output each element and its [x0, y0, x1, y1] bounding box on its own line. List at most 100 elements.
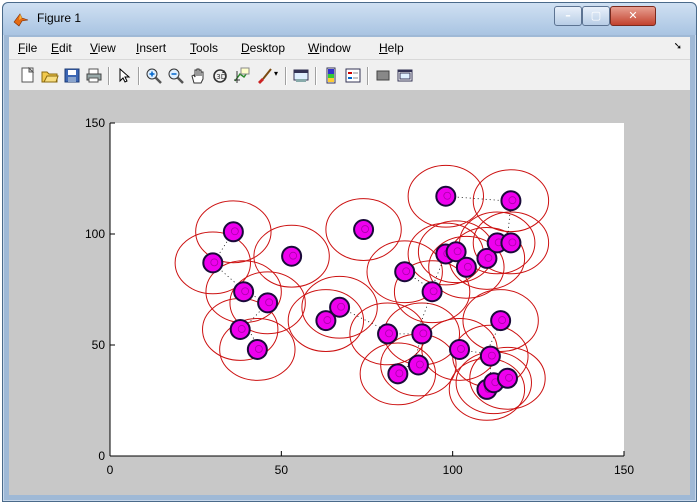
sensor-node: [455, 256, 477, 278]
figure-toolbar: 3D ▾: [9, 59, 690, 91]
brush-icon[interactable]: [255, 67, 273, 84]
sensor-node-inner: [265, 298, 274, 307]
sensor-node: [202, 252, 224, 274]
coverage-ring: [472, 211, 550, 275]
sensor-node-inner: [395, 369, 404, 378]
sensor-node-inner: [323, 316, 332, 324]
sensor-node: [394, 261, 416, 283]
sensor-node-inner: [505, 373, 513, 382]
menu-window[interactable]: Window: [308, 41, 351, 55]
sensor-node-inner: [361, 225, 369, 233]
y-tick-label: 150: [85, 116, 105, 130]
menu-tools[interactable]: Tools: [190, 41, 219, 55]
sensor-node: [500, 190, 522, 212]
coverage-ring: [469, 346, 546, 410]
maximize-button[interactable]: ▢: [582, 6, 610, 26]
sensor-node-inner: [508, 196, 517, 205]
sensor-node: [407, 354, 429, 376]
link-arrow: [445, 195, 505, 202]
legend-icon[interactable]: [344, 67, 362, 84]
axis-ticks: 0 50 100 150 0 50 100 150: [85, 116, 634, 477]
sensor-node: [233, 281, 255, 303]
coverage-ring: [253, 224, 330, 288]
brush-dropdown-icon[interactable]: ▾: [274, 69, 279, 78]
sensor-node: [353, 219, 375, 241]
coverage-ring: [472, 169, 550, 233]
toolbar-separator: [285, 67, 287, 85]
sensor-node: [281, 245, 303, 267]
sensor-node-inner: [241, 287, 250, 296]
sensor-node: [387, 363, 409, 385]
colorbar-icon[interactable]: [322, 67, 340, 84]
close-button[interactable]: ✕: [610, 6, 656, 26]
sensor-node: [496, 367, 518, 389]
rotate-3d-icon[interactable]: 3D: [211, 67, 229, 84]
sensor-node: [377, 323, 399, 345]
toolbar-separator: [367, 67, 369, 85]
x-tick-label: 0: [107, 463, 114, 477]
sensor-node: [449, 338, 471, 360]
print-icon[interactable]: [85, 67, 103, 84]
coverage-ring: [219, 318, 296, 381]
open-file-icon[interactable]: [41, 67, 59, 84]
dock-figure-icon[interactable]: ➘: [673, 41, 682, 52]
y-tick-label: 100: [85, 227, 105, 241]
menu-desktop[interactable]: Desktop: [241, 41, 286, 55]
save-icon[interactable]: [63, 67, 81, 84]
title-bar[interactable]: Figure 1 – ▢ ✕: [3, 3, 696, 35]
pan-hand-icon[interactable]: [189, 67, 207, 84]
coverage-ring: [195, 200, 272, 264]
y-tick-label: 0: [98, 449, 105, 463]
sensor-node-inner: [453, 247, 462, 256]
coverage-ring: [407, 164, 485, 228]
link-plot-icon[interactable]: [292, 67, 310, 84]
menu-bar: File Edit View Insert Tools Desktop Wind…: [9, 37, 690, 59]
x-tick-label: 100: [443, 463, 463, 477]
sensor-node: [479, 345, 501, 367]
select-arrow-icon[interactable]: [115, 67, 133, 84]
coverage-ring: [428, 235, 505, 299]
hide-plot-tools-icon[interactable]: [374, 67, 392, 84]
sensor-node: [411, 323, 433, 345]
figure-canvas[interactable]: 0 50 100 150 0 50 100 150: [9, 90, 690, 495]
menu-view[interactable]: View: [90, 41, 116, 55]
minimize-button[interactable]: –: [554, 6, 582, 26]
sensor-node: [222, 221, 244, 243]
sensor-node-inner: [402, 267, 411, 276]
y-tick-label: 50: [92, 338, 106, 352]
sensor-node: [445, 241, 467, 263]
svg-text:3D: 3D: [216, 73, 226, 81]
x-tick-label: 150: [614, 463, 634, 477]
new-figure-icon[interactable]: [19, 67, 37, 84]
toolbar-separator: [108, 67, 110, 85]
axes[interactable]: 0 50 100 150 0 50 100 150: [9, 90, 690, 495]
sensor-node-inner: [385, 329, 393, 338]
zoom-in-icon[interactable]: [145, 67, 163, 84]
menu-help[interactable]: Help: [379, 41, 404, 55]
coverage-ring: [301, 275, 378, 339]
link-arrow: [418, 291, 433, 330]
sensor-node-inner: [487, 351, 496, 360]
window-title: Figure 1: [37, 11, 82, 25]
menu-insert[interactable]: Insert: [136, 41, 167, 55]
sensor-node: [329, 296, 351, 318]
sensor-node-inner: [498, 316, 507, 324]
sensor-node: [421, 281, 443, 303]
sensor-node-inner: [237, 325, 246, 333]
menu-file[interactable]: File: [18, 41, 38, 55]
zoom-out-icon[interactable]: [167, 67, 185, 84]
matlab-logo-icon: [13, 13, 29, 27]
data-cursor-icon[interactable]: [233, 67, 251, 84]
sensor-node-inner: [429, 287, 438, 296]
sensor-nodes: [202, 185, 522, 400]
sensor-node: [490, 310, 512, 332]
sensor-node-inner: [415, 360, 424, 369]
toolbar-separator: [138, 67, 140, 85]
sensor-node: [500, 232, 522, 254]
sensor-node-inner: [463, 262, 472, 271]
show-plot-tools-icon[interactable]: [396, 67, 414, 84]
coverage-ring: [462, 289, 539, 352]
sensor-node: [315, 310, 337, 332]
menu-edit[interactable]: Edit: [51, 41, 72, 55]
